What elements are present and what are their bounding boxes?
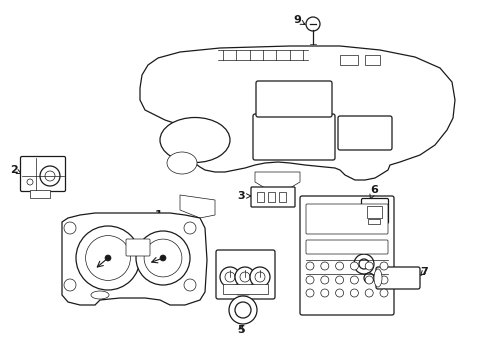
Circle shape [305, 17, 319, 31]
Bar [257, 192, 264, 202]
Circle shape [335, 289, 343, 297]
Circle shape [365, 276, 372, 284]
FancyBboxPatch shape [252, 114, 334, 160]
Circle shape [379, 262, 387, 270]
FancyBboxPatch shape [337, 116, 391, 150]
FancyBboxPatch shape [126, 239, 150, 256]
Circle shape [305, 276, 313, 284]
Circle shape [320, 262, 328, 270]
Ellipse shape [373, 269, 381, 287]
Circle shape [335, 262, 343, 270]
Bar [223, 284, 267, 294]
Circle shape [379, 289, 387, 297]
Circle shape [358, 259, 368, 269]
Text: 7: 7 [419, 267, 427, 277]
FancyBboxPatch shape [375, 267, 419, 289]
FancyBboxPatch shape [361, 198, 387, 224]
Circle shape [220, 267, 240, 287]
Bar [366, 206, 381, 218]
Circle shape [27, 179, 33, 185]
Circle shape [40, 166, 60, 186]
Text: 6: 6 [369, 185, 377, 199]
Bar [279, 192, 285, 202]
FancyBboxPatch shape [299, 196, 393, 315]
Circle shape [144, 239, 182, 277]
Ellipse shape [160, 117, 229, 162]
Text: 2: 2 [10, 165, 21, 175]
Bar [364, 55, 379, 65]
Text: 8: 8 [364, 243, 375, 254]
FancyBboxPatch shape [250, 187, 294, 207]
Circle shape [335, 276, 343, 284]
Bar [30, 190, 50, 198]
Circle shape [365, 262, 372, 270]
Polygon shape [62, 213, 206, 305]
Circle shape [350, 262, 358, 270]
Circle shape [45, 171, 55, 181]
Bar [339, 55, 357, 65]
Ellipse shape [167, 152, 197, 174]
Text: 5: 5 [237, 325, 244, 335]
FancyBboxPatch shape [237, 285, 248, 295]
Text: 1: 1 [139, 210, 163, 222]
FancyBboxPatch shape [20, 157, 65, 192]
FancyBboxPatch shape [216, 250, 274, 299]
Circle shape [305, 262, 313, 270]
Circle shape [235, 302, 250, 318]
Circle shape [320, 276, 328, 284]
Text: 3: 3 [237, 191, 250, 201]
Circle shape [350, 276, 358, 284]
Bar [267, 192, 274, 202]
FancyBboxPatch shape [305, 204, 387, 234]
Circle shape [64, 222, 76, 234]
Text: 9: 9 [292, 15, 305, 25]
Circle shape [224, 272, 235, 282]
Circle shape [379, 276, 387, 284]
Circle shape [160, 255, 165, 261]
Circle shape [228, 296, 257, 324]
Text: 4: 4 [232, 262, 245, 273]
Circle shape [254, 272, 264, 282]
Ellipse shape [91, 291, 109, 299]
Polygon shape [180, 195, 215, 218]
Circle shape [136, 231, 190, 285]
Circle shape [305, 289, 313, 297]
Circle shape [320, 289, 328, 297]
Circle shape [183, 222, 196, 234]
Circle shape [64, 279, 76, 291]
Circle shape [249, 267, 269, 287]
Circle shape [353, 254, 373, 274]
Bar [367, 219, 379, 224]
Circle shape [240, 272, 249, 282]
Polygon shape [254, 172, 299, 190]
Circle shape [363, 273, 373, 283]
Circle shape [235, 267, 254, 287]
Circle shape [350, 289, 358, 297]
Circle shape [105, 255, 111, 261]
FancyBboxPatch shape [305, 240, 387, 254]
Circle shape [85, 235, 130, 280]
Circle shape [183, 279, 196, 291]
Polygon shape [140, 46, 454, 180]
Circle shape [365, 289, 372, 297]
Circle shape [76, 226, 140, 290]
FancyBboxPatch shape [256, 81, 331, 117]
